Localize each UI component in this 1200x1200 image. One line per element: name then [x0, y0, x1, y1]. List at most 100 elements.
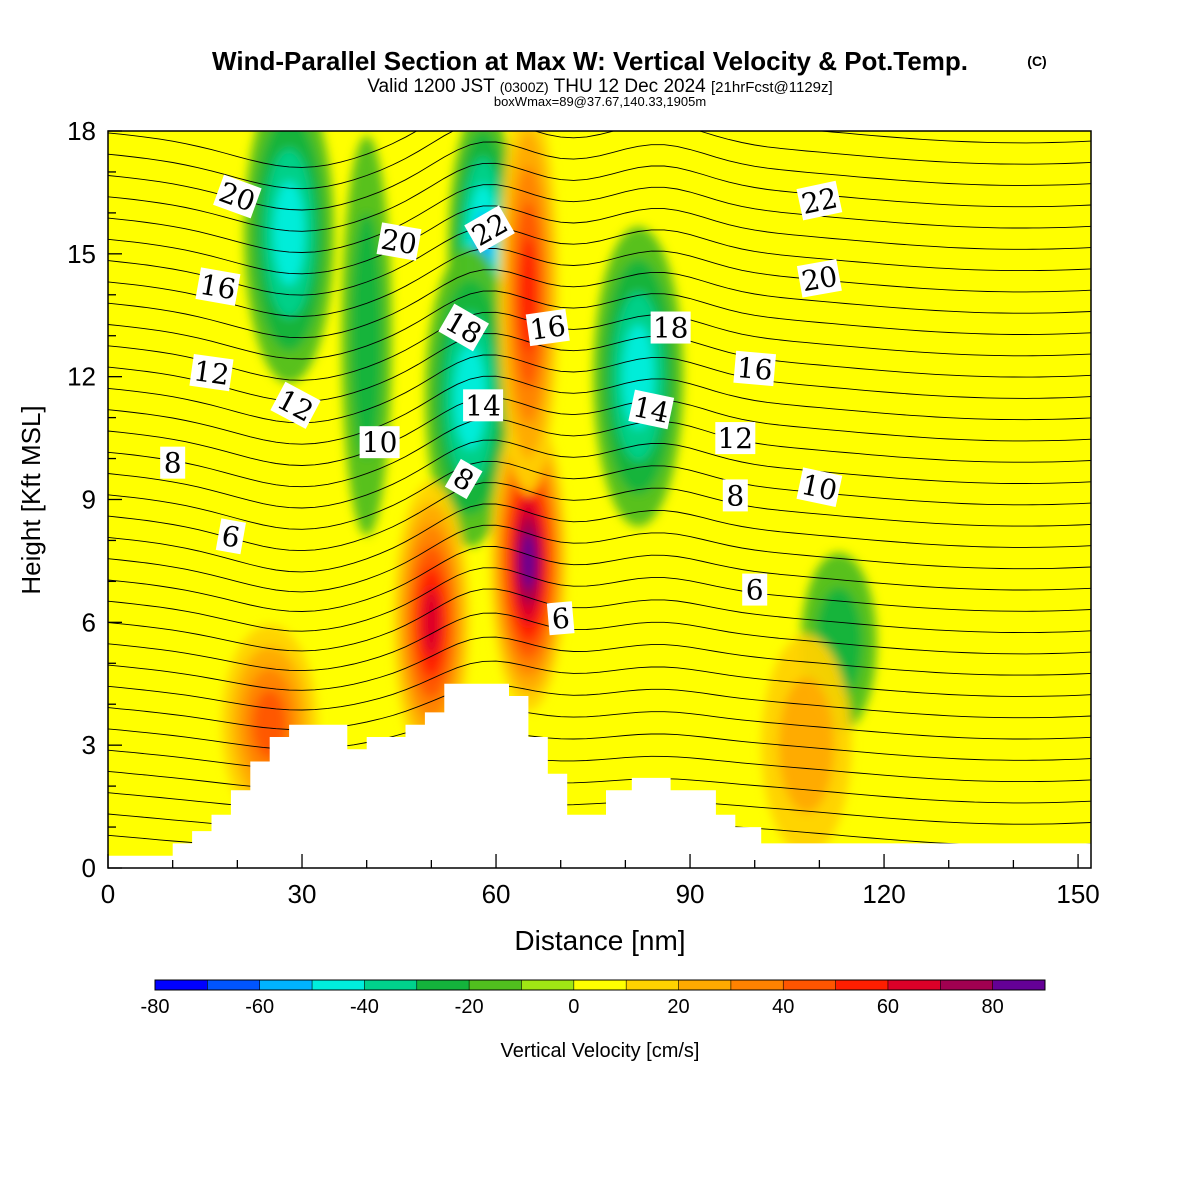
- theta-contour-line: [108, 269, 1091, 339]
- colorbar-swatch: [887, 980, 941, 990]
- contour-label-box: [438, 303, 490, 352]
- colorbar-swatch: [521, 980, 575, 990]
- contour-label-box: [546, 601, 575, 636]
- x-axis: 0 30 60 90 120 150: [101, 854, 1100, 909]
- contour-label-text: 16: [528, 309, 568, 347]
- colorbar-tick-label: 60: [877, 996, 899, 1018]
- contour-label-text: 8: [164, 447, 182, 480]
- contour-label-box: [715, 422, 756, 455]
- colorbar-swatch: [364, 980, 418, 990]
- theta-contour-line: [108, 248, 1091, 317]
- contour-label: 8: [722, 479, 748, 512]
- colorbar-swatch: [207, 980, 261, 990]
- velocity-feature: [761, 635, 852, 856]
- contour-label-box: [650, 311, 691, 344]
- theta-contour-line: [108, 141, 1091, 211]
- contour-label-text: 16: [197, 268, 238, 307]
- y-tick-label: 3: [82, 730, 96, 760]
- theta-contour-line: [108, 524, 1091, 593]
- theta-contour-line: [108, 226, 1091, 296]
- colorbar-swatch: [678, 980, 732, 990]
- colorbar-tick-label: -40: [350, 996, 379, 1018]
- terrain-mask: [108, 683, 1091, 868]
- valid-local-time: Valid 1200 JST: [367, 76, 495, 97]
- contour-label-box: [376, 222, 422, 261]
- contour-label-text: 14: [630, 390, 672, 430]
- theta-contour-line: [108, 567, 1091, 632]
- contour-label: 10: [796, 467, 843, 508]
- theta-contour-line: [108, 460, 1091, 530]
- colorbar-swatch: [992, 980, 1046, 990]
- y-tick-label: 6: [82, 607, 96, 637]
- colorbar-swatch: [573, 980, 627, 990]
- colorbar-swatch: [469, 980, 522, 990]
- theta-contour-line: [108, 184, 1091, 253]
- contour-label-text: 20: [379, 223, 420, 262]
- contour-label-text: 18: [653, 312, 689, 345]
- contour-label: 6: [215, 518, 246, 555]
- contour-label-box: [359, 426, 400, 459]
- contour-label: 16: [195, 267, 241, 307]
- velocity-feature: [244, 131, 335, 384]
- velocity-feature: [593, 226, 684, 527]
- box-wmax-info: boxWmax=89@37.67,140.33,1905m: [494, 94, 706, 109]
- contour-label: 20: [796, 259, 842, 298]
- valid-date: THU 12 Dec 2024: [554, 76, 707, 97]
- contour-label-box: [463, 389, 504, 422]
- contour-label-text: 12: [191, 354, 231, 392]
- theta-contour-line: [108, 131, 1091, 168]
- colorbar: -80 -60 -40 -20 0 20 40 60 80: [141, 979, 1046, 1018]
- velocity-band: [422, 588, 441, 657]
- contour-label-box: [215, 518, 246, 555]
- contour-label-box: [160, 446, 186, 479]
- contour-label-text: 14: [465, 389, 501, 422]
- contour-label-box: [464, 205, 515, 254]
- colorbar-swatch: [259, 980, 313, 990]
- colorbar-label: Vertical Velocity [cm/s]: [501, 1040, 700, 1062]
- theta-contour-line: [108, 482, 1091, 552]
- contour-label: 14: [463, 389, 504, 422]
- chart-title: Wind-Parallel Section at Max W: Vertical…: [212, 46, 968, 76]
- theta-contour-line: [108, 636, 1091, 691]
- colorbar-tick-label: 0: [568, 996, 579, 1018]
- contour-label-box: [722, 479, 748, 512]
- colorbar-swatch: [940, 980, 994, 990]
- contour-label-box: [195, 267, 241, 306]
- contour-label-box: [733, 350, 777, 387]
- contour-label: 8: [160, 446, 186, 480]
- contour-label-box: [213, 174, 262, 219]
- contour-label-text: 6: [219, 519, 242, 555]
- theta-contour-line: [108, 439, 1091, 509]
- contour-label: 6: [742, 573, 768, 607]
- contour-label: 22: [796, 180, 843, 221]
- colorbar-swatch: [312, 980, 365, 990]
- x-tick-label: 0: [101, 879, 115, 909]
- theta-contour-line: [108, 418, 1091, 488]
- colorbar-tick-label: 40: [772, 996, 794, 1018]
- contour-label-box: [444, 458, 483, 500]
- contour-label-text: 12: [717, 422, 753, 455]
- contour-label-box: [628, 389, 675, 430]
- theta-contour-line: [108, 684, 1091, 731]
- contour-label: 6: [546, 601, 575, 636]
- x-tick-label: 30: [288, 879, 317, 909]
- colorbar-swatch: [783, 980, 837, 990]
- theta-contour-line: [108, 375, 1091, 445]
- velocity-feature: [498, 131, 559, 495]
- contour-label: 16: [733, 350, 777, 387]
- y-tick-label: 0: [82, 853, 96, 883]
- contour-label: 10: [359, 426, 400, 459]
- x-tick-label: 120: [862, 879, 905, 909]
- colorbar-tick-label: 80: [982, 996, 1004, 1018]
- x-tick-label: 90: [676, 879, 705, 909]
- colorbar-tick-label: 20: [667, 996, 689, 1018]
- contour-label-text: 16: [735, 351, 773, 387]
- theta-contour-line: [108, 612, 1091, 672]
- forecast-info: [21hrFcst@1129z]: [711, 79, 833, 96]
- chart-header: Wind-Parallel Section at Max W: Vertical…: [212, 46, 1047, 109]
- colorbar-tick-label: -60: [245, 996, 274, 1018]
- velocity-band: [521, 533, 536, 589]
- y-tick-label: 12: [67, 362, 96, 392]
- contour-label-text: 6: [550, 602, 571, 636]
